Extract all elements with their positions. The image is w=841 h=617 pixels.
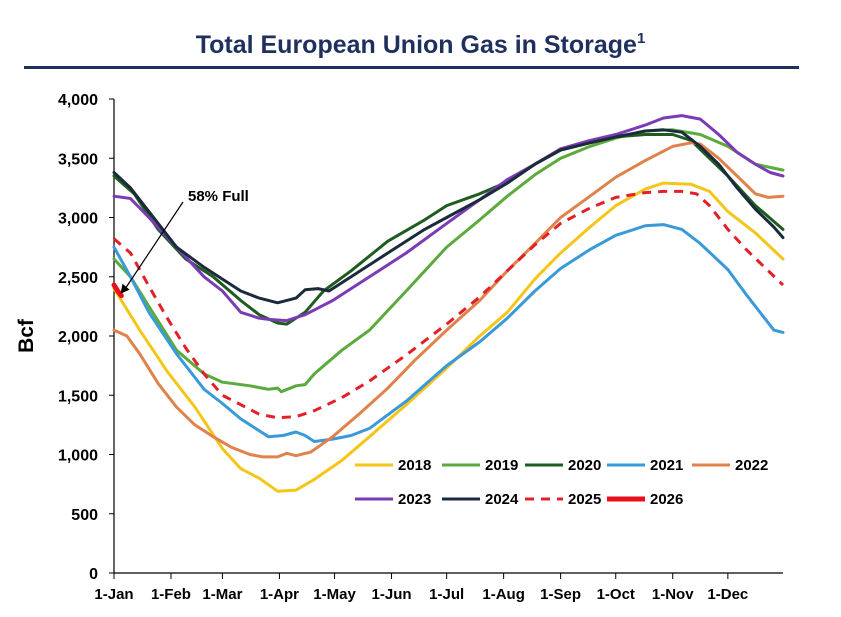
legend-label: 2018 [398, 457, 431, 474]
x-tick-label: 1-May [313, 586, 356, 603]
y-tick-label: 1,000 [58, 448, 98, 465]
legend-item-2020: 2020 [525, 457, 601, 474]
x-tick-label: 1-Nov [652, 586, 694, 603]
annotation-arrowhead [120, 283, 130, 294]
y-tick-label: 3,500 [58, 151, 98, 168]
series-line-2025 [113, 189, 785, 420]
y-tick-label: 2,500 [58, 270, 98, 287]
annotation: 58% Full [120, 188, 249, 294]
annotation-arrow [124, 201, 184, 291]
series-line-2018 [112, 181, 785, 493]
legend-item-2021: 2021 [607, 457, 683, 474]
title-rule [24, 66, 799, 69]
series-line-2019 [112, 128, 785, 394]
legend-item-2018: 2018 [355, 457, 431, 474]
series-line-2023 [112, 114, 785, 323]
x-tick-label: 1-Dec [707, 586, 748, 603]
y-tick-label: 1,500 [58, 388, 98, 405]
legend-label: 2022 [735, 457, 768, 474]
series-lines [111, 114, 785, 493]
x-tick-label: 1-Jan [94, 586, 133, 603]
x-tick-label: 1-Feb [151, 586, 191, 603]
series-line-2021 [112, 223, 785, 443]
y-tick-label: 0 [89, 566, 98, 583]
legend-label: 2023 [398, 491, 431, 508]
legend-label: 2021 [650, 457, 683, 474]
legend-label: 2019 [485, 457, 518, 474]
legend-item-2023: 2023 [355, 491, 431, 508]
series-line-2024 [112, 128, 785, 305]
chart-title-footnote: 1 [636, 30, 646, 47]
x-tick-label: 1-Jun [372, 586, 412, 603]
legend-label: 2026 [650, 491, 683, 508]
y-axis-label: Bcf [15, 318, 38, 353]
legend-item-2026: 2026 [607, 491, 683, 508]
y-tick-label: 4,000 [58, 92, 98, 109]
y-tick-label: 2,000 [58, 329, 98, 346]
legend-label: 2020 [568, 457, 601, 474]
x-tick-label: 1-Sep [540, 586, 581, 603]
series-line-2026 [111, 282, 124, 299]
chart-title-text: Total European Union Gas in Storage [195, 31, 637, 59]
legend-item-2022: 2022 [692, 457, 768, 474]
legend: 2018 2019 2020 2021 2022 2023 2024 2025 2026 [355, 457, 768, 508]
annotation-label: 58% Full [188, 188, 249, 205]
legend-label: 2024 [485, 491, 519, 508]
x-tick-label: 1-Apr [260, 586, 299, 603]
x-tick-label: 1-Oct [597, 586, 635, 603]
axes: 0 500 1,000 1,500 2,000 2,500 3,000 3,500 4,000 1… [15, 92, 783, 603]
series-line-2020 [112, 133, 785, 326]
legend-item-2025: 2025 [525, 491, 601, 508]
x-tick-label: 1-Jul [429, 586, 464, 603]
y-tick-label: 3,000 [58, 211, 98, 228]
x-tick-label: 1-Aug [482, 586, 525, 603]
chart-title: Total European Union Gas in Storage1 [0, 30, 841, 60]
y-tick-label: 500 [71, 507, 98, 524]
legend-label: 2025 [568, 491, 601, 508]
x-tick-label: 1-Mar [202, 586, 242, 603]
legend-item-2019: 2019 [442, 457, 518, 474]
legend-item-2024: 2024 [442, 491, 519, 508]
